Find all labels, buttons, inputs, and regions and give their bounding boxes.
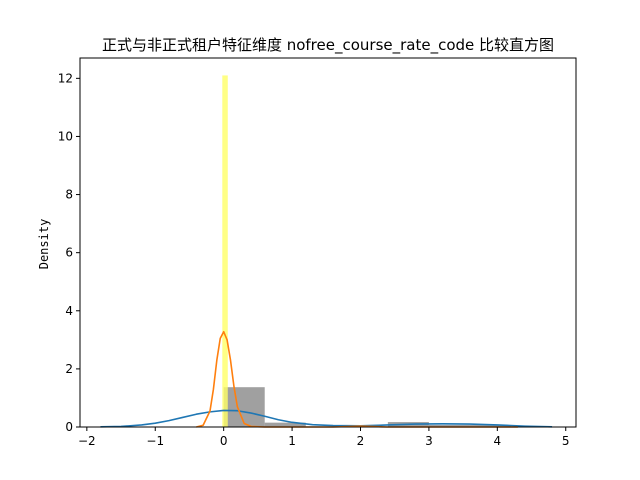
y-tick-label: 8 xyxy=(65,188,73,202)
x-tick-label: 5 xyxy=(562,434,570,448)
x-tick-label: 3 xyxy=(425,434,433,448)
histogram-bar-s0-b6 xyxy=(469,424,512,427)
kde-line-2 xyxy=(100,409,553,428)
y-tick-label: 0 xyxy=(65,420,73,434)
x-tick-label: 2 xyxy=(357,434,365,448)
x-tick-label: −1 xyxy=(146,434,164,448)
x-tick-label: −2 xyxy=(78,434,96,448)
plot-frame xyxy=(79,57,577,428)
x-tick-label: 0 xyxy=(220,434,228,448)
y-tick-label: 2 xyxy=(65,362,73,376)
histogram-bar-s0-b0 xyxy=(223,387,265,427)
y-tick-label: 4 xyxy=(65,304,73,318)
y-tick-label: 10 xyxy=(58,129,73,143)
histogram-bar-s0-b5 xyxy=(428,424,470,427)
chart-title: 正式与非正式租户特征维度 nofree_course_rate_code 比较直… xyxy=(102,36,554,55)
y-tick-label: 6 xyxy=(65,246,73,260)
x-tick-label: 4 xyxy=(494,434,502,448)
histogram-bar-s1-b0 xyxy=(222,75,228,427)
plot-area xyxy=(100,75,553,428)
x-tick-label: 1 xyxy=(288,434,296,448)
y-axis-label: Density xyxy=(37,219,51,270)
y-tick-label: 12 xyxy=(58,71,73,85)
histogram-bar-s0-b1 xyxy=(264,422,306,427)
